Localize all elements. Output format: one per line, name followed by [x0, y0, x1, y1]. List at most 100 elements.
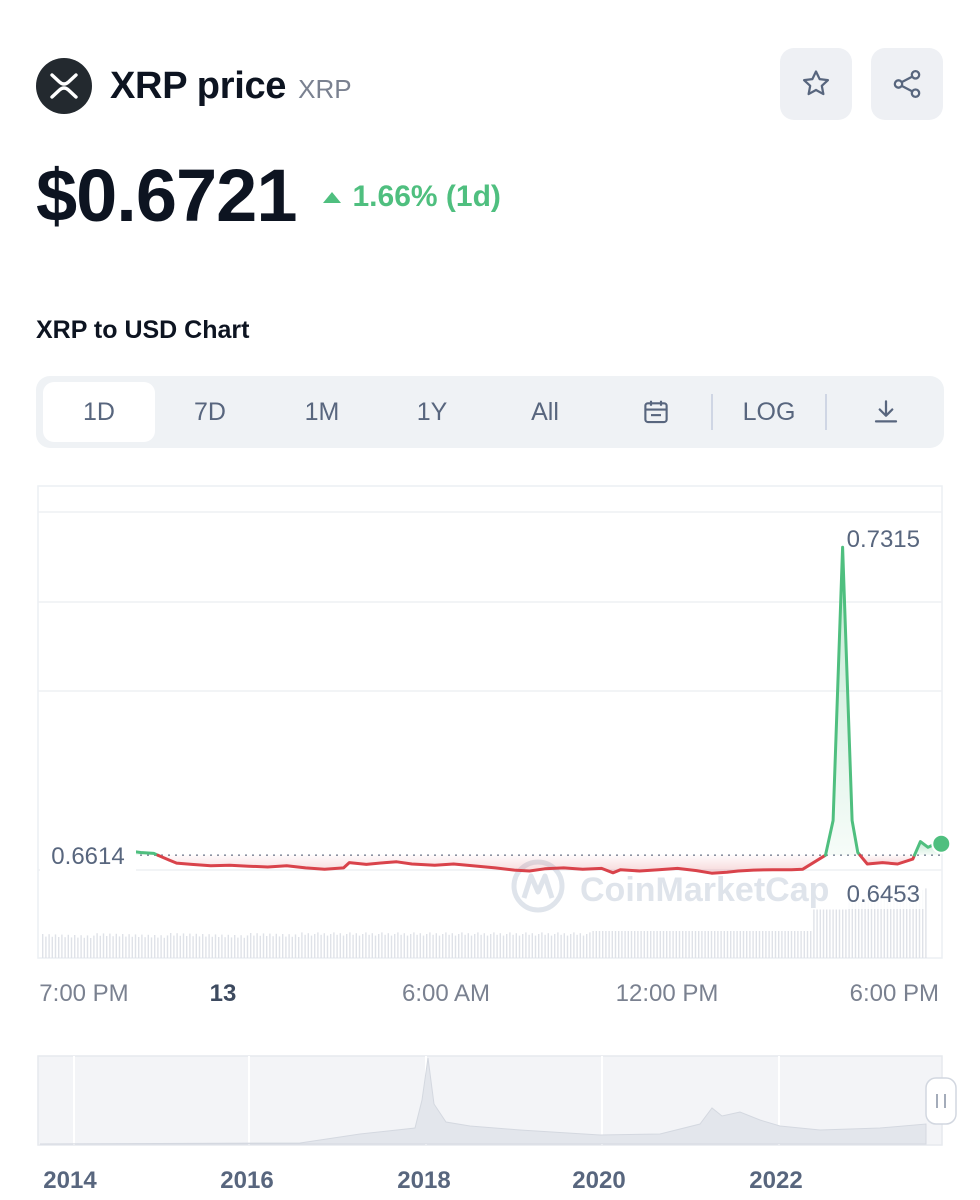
volume-bar [618, 931, 620, 958]
chart-heading: XRP to USD Chart [36, 316, 250, 344]
volume-bar [138, 937, 140, 958]
volume-bar [774, 931, 777, 958]
volume-bar [272, 936, 274, 958]
volume-bar [394, 934, 396, 958]
volume-bar [707, 931, 709, 958]
volume-bar [182, 933, 185, 958]
volume-bar [717, 931, 719, 958]
volume-bar [867, 900, 869, 958]
volume-bar [173, 935, 175, 958]
volume-bar [531, 933, 533, 958]
volume-bar [890, 896, 892, 958]
volume-bar [90, 938, 92, 958]
volume-bar [288, 934, 290, 958]
volume-bar [413, 932, 415, 958]
volume-bar [534, 935, 537, 958]
current-price: $0.6721 [36, 153, 297, 237]
volume-bar [42, 934, 44, 958]
log-scale-toggle[interactable]: LOG [742, 397, 796, 426]
volume-bar [67, 934, 69, 958]
volume-bar [339, 933, 341, 958]
volume-bar [813, 909, 815, 958]
volume-bar [176, 933, 178, 958]
volume-bar [461, 932, 463, 958]
volume-bar [848, 900, 850, 958]
price-change-value: 1.66% (1d) [352, 180, 501, 213]
volume-bar [147, 934, 149, 958]
favorite-button[interactable] [780, 48, 852, 120]
volume-bar [762, 931, 764, 958]
price-change: 1.66% (1d) [322, 176, 501, 214]
volume-bar [787, 931, 789, 958]
volume-bar [874, 900, 876, 958]
volume-bar [499, 933, 501, 958]
volume-bar [141, 934, 143, 958]
volume-bar [893, 894, 895, 958]
volume-bar [605, 931, 607, 958]
volume-bar [154, 935, 156, 958]
volume-bar [554, 934, 556, 958]
volume-bar [768, 931, 770, 958]
calendar-button[interactable] [638, 394, 674, 430]
tab-1y[interactable]: 1Y [416, 397, 448, 426]
volume-bar [285, 936, 287, 958]
volume-bar [163, 937, 165, 958]
volume-bar [109, 933, 111, 958]
volume-bar [208, 934, 210, 958]
volume-bar [397, 932, 399, 958]
volume-bar [131, 936, 133, 958]
volume-bar [445, 932, 447, 958]
volume-bar [387, 933, 389, 958]
volume-bar [365, 932, 367, 958]
volume-bar [675, 931, 677, 958]
volume-bar [925, 888, 927, 958]
navigator-tick-label: 2020 [572, 1167, 625, 1194]
volume-bar [166, 935, 169, 958]
volume-bar [746, 931, 748, 958]
coinmarketcap-watermark: CoinMarketCap [511, 859, 829, 913]
tab-1d[interactable]: 1D [43, 382, 155, 442]
tab-7d[interactable]: 7D [194, 397, 226, 426]
volume-bar [160, 935, 162, 958]
share-button[interactable] [871, 48, 943, 120]
volume-bar [330, 934, 332, 958]
volume-bar [502, 935, 505, 958]
volume-bar [320, 934, 322, 958]
volume-bar [70, 937, 73, 958]
volume-bar [314, 934, 316, 958]
volume-bar [470, 935, 473, 958]
tab-1m[interactable]: 1M [304, 397, 340, 426]
coin-symbol: XRP [298, 73, 352, 104]
volume-bar [45, 936, 47, 958]
volume-bar [646, 931, 649, 958]
volume-bar [656, 931, 658, 958]
volume-bar [714, 931, 716, 958]
volume-bar [205, 936, 207, 958]
tab-all[interactable]: All [531, 397, 559, 426]
volume-bar [198, 936, 201, 958]
volume-bar [563, 933, 565, 958]
volume-bar [467, 933, 469, 958]
reference-label-bg [40, 836, 136, 873]
calendar-icon [644, 400, 668, 424]
x-tick-label: 12:00 PM [616, 980, 719, 1007]
volume-bar [202, 934, 204, 958]
download-icon [874, 400, 898, 423]
volume-bar [458, 934, 460, 958]
download-button[interactable] [868, 394, 904, 430]
volume-bar [902, 889, 905, 958]
volume-bar [790, 931, 793, 958]
volume-bar [221, 934, 223, 958]
volume-bar [326, 935, 329, 958]
volume-bar [99, 935, 101, 958]
volume-bar [227, 934, 229, 958]
volume-bar [64, 937, 66, 958]
volume-bar [416, 934, 418, 958]
volume-bar [909, 886, 911, 958]
volume-bar [573, 932, 575, 958]
volume-bar [93, 935, 95, 958]
volume-bar [170, 933, 172, 958]
volume-bar [400, 934, 402, 958]
volume-bar [806, 931, 809, 958]
